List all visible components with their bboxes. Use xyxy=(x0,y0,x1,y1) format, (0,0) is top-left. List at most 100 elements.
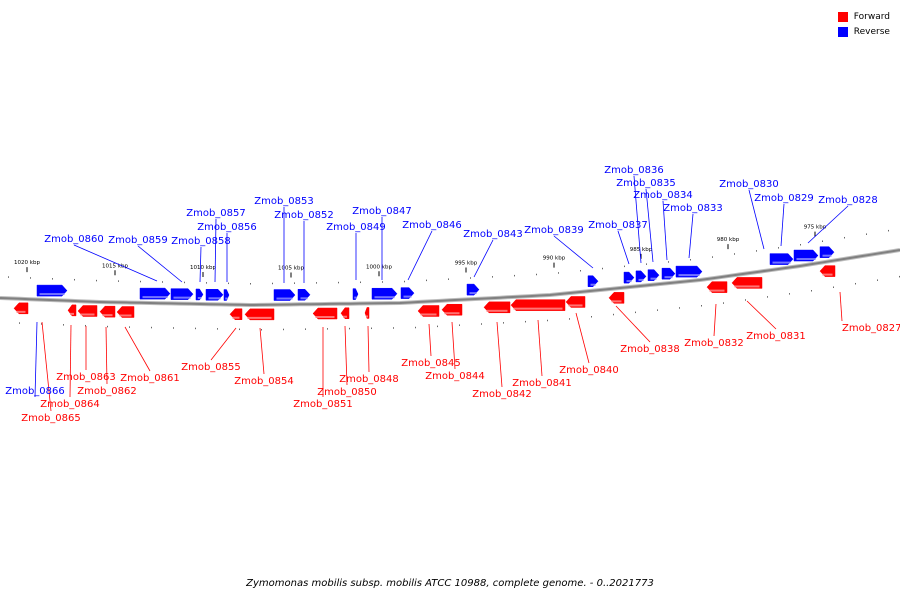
gene-zmob_0843[interactable]: Zmob_0843 xyxy=(463,229,523,296)
gene-label[interactable]: Zmob_0844 xyxy=(425,371,485,382)
gene-zmob_0844[interactable]: Zmob_0844 xyxy=(425,303,485,382)
gene-zmob_0865[interactable]: Zmob_0865 xyxy=(13,302,81,424)
gene-zmob_0857[interactable]: Zmob_0857 xyxy=(186,208,246,301)
gene-shading xyxy=(197,296,202,299)
gene-label[interactable]: Zmob_0862 xyxy=(77,386,137,397)
gene-leader-line xyxy=(553,235,594,269)
minor-tick xyxy=(723,302,724,304)
gene-zmob_0834[interactable]: Zmob_0834 xyxy=(633,190,693,280)
gene-label[interactable]: Zmob_0832 xyxy=(684,338,744,349)
gene-label[interactable]: Zmob_0836 xyxy=(604,165,664,176)
gene-label[interactable]: Zmob_0829 xyxy=(754,193,814,204)
gene-label[interactable]: Zmob_0859 xyxy=(108,235,168,246)
gene-label[interactable]: Zmob_0837 xyxy=(588,220,648,231)
gene-zmob_0864[interactable]: Zmob_0864 xyxy=(40,304,100,410)
gene-zmob_0827[interactable]: Zmob_0827 xyxy=(819,265,900,334)
gene-label[interactable]: Zmob_0853 xyxy=(254,196,314,207)
gene-label[interactable]: Zmob_0827 xyxy=(842,323,900,334)
gene-zmob_0859[interactable]: Zmob_0859 xyxy=(108,235,194,300)
gene-label[interactable]: Zmob_0848 xyxy=(339,374,399,385)
minor-tick xyxy=(690,259,691,261)
gene-zmob_0853[interactable]: Zmob_0853 xyxy=(254,196,314,301)
gene-shading xyxy=(638,278,644,281)
gene-zmob_0845[interactable]: Zmob_0845 xyxy=(401,305,461,369)
gene-label[interactable]: Zmob_0847 xyxy=(352,206,412,217)
gene-leader-line xyxy=(537,319,543,377)
gene-zmob_0846[interactable]: Zmob_0846 xyxy=(400,220,462,299)
gene-zmob_0831[interactable]: Zmob_0831 xyxy=(731,277,806,342)
gene-zmob_0836[interactable]: Zmob_0836 xyxy=(604,165,664,283)
gene-label[interactable]: Zmob_0861 xyxy=(120,373,180,384)
gene-zmob_0830[interactable]: Zmob_0830 xyxy=(719,179,794,265)
gene-zmob_0841[interactable]: Zmob_0841 xyxy=(510,299,572,389)
gene-label[interactable]: Zmob_0850 xyxy=(317,387,377,398)
gene-label[interactable]: Zmob_0864 xyxy=(40,399,100,410)
minor-tick xyxy=(470,277,471,279)
gene-label[interactable]: Zmob_0835 xyxy=(616,178,676,189)
gene-zmob_0866[interactable]: Zmob_0866 xyxy=(5,284,68,398)
gene-zmob_0858[interactable]: Zmob_0858 xyxy=(171,236,231,301)
gene-label[interactable]: Zmob_0834 xyxy=(633,190,693,201)
minor-tick xyxy=(184,281,185,284)
minor-tick xyxy=(547,319,548,322)
minor-tick xyxy=(756,250,757,252)
gene-label[interactable]: Zmob_0828 xyxy=(818,195,878,206)
gene-label[interactable]: Zmob_0856 xyxy=(197,222,257,233)
gene-label[interactable]: Zmob_0838 xyxy=(620,344,680,355)
gene-zmob_0855[interactable]: Zmob_0855 xyxy=(181,308,243,373)
gene-label[interactable]: Zmob_0840 xyxy=(559,365,619,376)
gene-label[interactable]: Zmob_0854 xyxy=(234,376,294,387)
gene-label[interactable]: Zmob_0852 xyxy=(274,210,334,221)
gene-zmob_0840[interactable]: Zmob_0840 xyxy=(559,296,619,376)
gene-label[interactable]: Zmob_0860 xyxy=(44,234,104,245)
gene-label[interactable]: Zmob_0843 xyxy=(463,229,523,240)
scale-tick-label: 1015 kbp xyxy=(102,263,128,269)
gene-label[interactable]: Zmob_0831 xyxy=(746,331,806,342)
genome-caption: Zymomonas mobilis subsp. mobilis ATCC 10… xyxy=(246,578,654,589)
gene-shading xyxy=(173,296,191,299)
gene-label[interactable]: Zmob_0842 xyxy=(472,389,532,400)
gene-zmob_0842[interactable]: Zmob_0842 xyxy=(472,301,532,400)
gene-zmob_0839[interactable]: Zmob_0839 xyxy=(524,225,599,287)
gene-zmob_0856[interactable]: Zmob_0856 xyxy=(197,222,257,301)
gene-zmob_0851[interactable]: Zmob_0851 xyxy=(293,307,353,410)
gene-label[interactable]: Zmob_0855 xyxy=(181,362,241,373)
gene-label[interactable]: Zmob_0830 xyxy=(719,179,779,190)
gene-zmob_0861[interactable]: Zmob_0861 xyxy=(116,306,180,384)
gene-zmob_0848[interactable]: Zmob_0848 xyxy=(339,307,399,385)
gene-zmob_0854[interactable]: Zmob_0854 xyxy=(234,308,294,387)
gene-zmob_0828[interactable]: Zmob_0828 xyxy=(807,195,878,258)
gene-zmob_0847[interactable]: Zmob_0847 xyxy=(352,206,412,300)
gene-zmob_0862[interactable]: Zmob_0862 xyxy=(77,305,137,397)
minor-tick xyxy=(228,282,229,285)
gene-label[interactable]: Zmob_0845 xyxy=(401,358,461,369)
gene-label[interactable]: Zmob_0849 xyxy=(326,222,386,233)
gene-label[interactable]: Zmob_0841 xyxy=(512,378,572,389)
minor-tick xyxy=(745,299,746,301)
gene-zmob_0852[interactable]: Zmob_0852 xyxy=(274,210,334,301)
gene-label[interactable]: Zmob_0839 xyxy=(524,225,584,236)
gene-shading xyxy=(709,289,725,292)
gene-zmob_0838[interactable]: Zmob_0838 xyxy=(608,292,680,355)
gene-leader-line xyxy=(137,245,183,283)
gene-zmob_0849[interactable]: Zmob_0849 xyxy=(326,222,386,300)
gene-label[interactable]: Zmob_0858 xyxy=(171,236,231,247)
gene-zmob_0832[interactable]: Zmob_0832 xyxy=(684,281,744,349)
gene-label[interactable]: Zmob_0846 xyxy=(402,220,462,231)
minor-tick xyxy=(855,282,856,285)
gene-label[interactable]: Zmob_0865 xyxy=(21,413,81,424)
gene-label[interactable]: Zmob_0863 xyxy=(56,372,116,383)
gene-label[interactable]: Zmob_0851 xyxy=(293,399,353,410)
gene-shading xyxy=(366,315,368,318)
gene-zmob_0863[interactable]: Zmob_0863 xyxy=(56,305,116,384)
gene-shading xyxy=(119,314,132,317)
gene-zmob_0835[interactable]: Zmob_0835 xyxy=(616,178,676,281)
gene-label[interactable]: Zmob_0833 xyxy=(663,203,723,214)
gene-zmob_0837[interactable]: Zmob_0837 xyxy=(588,220,648,284)
gene-zmob_0833[interactable]: Zmob_0833 xyxy=(663,203,723,278)
gene-zmob_0860[interactable]: Zmob_0860 xyxy=(44,234,171,300)
gene-label[interactable]: Zmob_0866 xyxy=(5,386,65,397)
gene-zmob_0829[interactable]: Zmob_0829 xyxy=(754,193,819,262)
gene-label[interactable]: Zmob_0857 xyxy=(186,208,246,219)
gene-zmob_0850[interactable]: Zmob_0850 xyxy=(317,307,377,398)
